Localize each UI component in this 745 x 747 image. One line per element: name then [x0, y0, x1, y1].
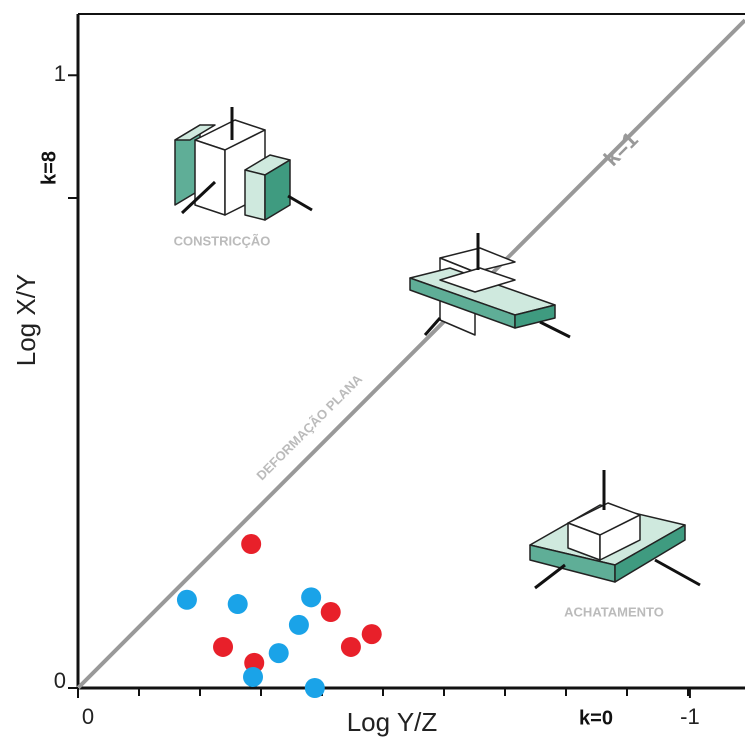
data-point	[213, 636, 234, 657]
y-tick-label: 1	[54, 61, 66, 86]
data-point	[301, 587, 322, 608]
data-point	[176, 589, 197, 610]
k1-line	[76, 18, 745, 690]
plane-strain-label: DEFORMAÇÃO PLANA	[253, 371, 365, 483]
x-axis-label: Log Y/Z	[347, 707, 438, 737]
data-point	[320, 602, 341, 623]
data-point	[241, 534, 262, 555]
constriction-label: CONSTRICÇÃO	[174, 233, 271, 248]
data-point	[340, 636, 361, 657]
k8-label: k=8	[38, 151, 60, 185]
y-axis-label: Log X/Y	[11, 274, 41, 367]
data-point	[227, 594, 248, 615]
data-point	[288, 614, 309, 635]
plane-strain-block	[409, 233, 571, 339]
data-point	[361, 624, 382, 645]
y-tick-label: 0	[54, 668, 66, 693]
data-point	[268, 643, 289, 664]
data-point	[243, 666, 264, 687]
k1-label: k=1	[599, 127, 643, 171]
constriction-block	[174, 107, 313, 221]
flattening-label: ACHATAMENTO	[564, 604, 664, 619]
data-point	[304, 678, 325, 698]
x-tick-label: 0	[82, 704, 94, 729]
k0-label: k=0	[579, 707, 613, 729]
x-tick-label: -1	[680, 704, 700, 729]
flattening-block	[529, 470, 701, 590]
